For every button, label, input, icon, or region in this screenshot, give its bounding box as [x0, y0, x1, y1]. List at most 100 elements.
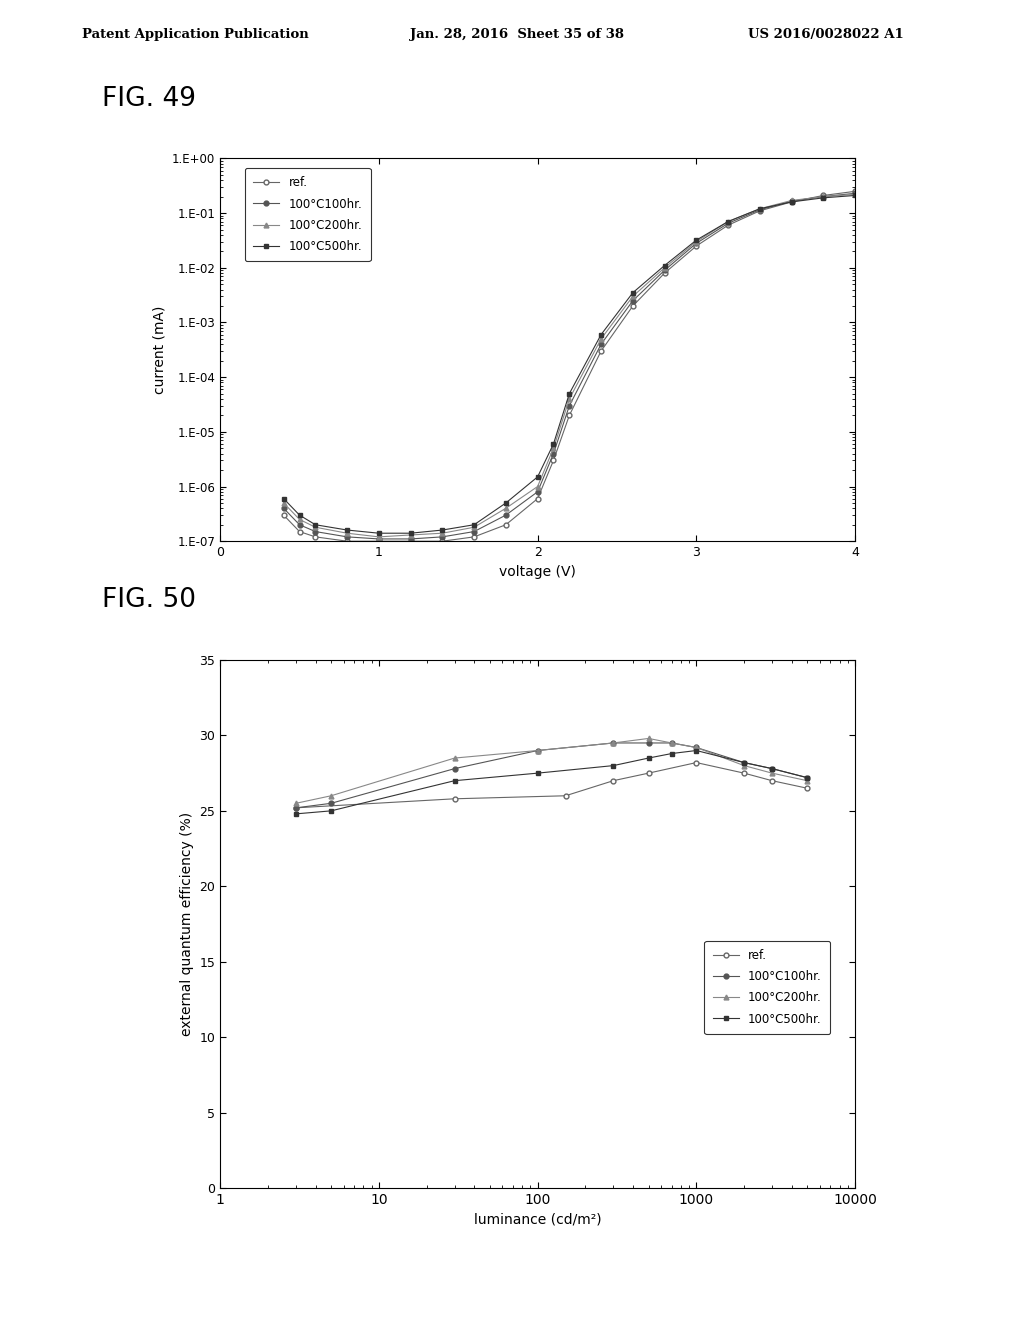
- Legend: ref., 100°C100hr., 100°C200hr., 100°C500hr.: ref., 100°C100hr., 100°C200hr., 100°C500…: [705, 941, 830, 1034]
- 100°C500hr.: [642, 750, 654, 766]
- ref.: [785, 194, 798, 210]
- 100°C500hr.: [785, 194, 798, 210]
- 100°C200hr.: [642, 730, 654, 746]
- 100°C100hr.: [404, 531, 417, 546]
- 100°C200hr.: [468, 519, 480, 535]
- 100°C100hr.: [325, 796, 337, 812]
- 100°C100hr.: [766, 760, 778, 776]
- ref.: [849, 183, 861, 199]
- 100°C200hr.: [690, 739, 702, 755]
- 100°C100hr.: [817, 189, 829, 205]
- 100°C200hr.: [738, 758, 751, 774]
- 100°C200hr.: [325, 788, 337, 804]
- 100°C200hr.: [666, 735, 678, 751]
- 100°C100hr.: [666, 735, 678, 751]
- 100°C500hr.: [754, 201, 766, 216]
- 100°C500hr.: [500, 495, 512, 511]
- 100°C100hr.: [801, 770, 813, 785]
- 100°C100hr.: [690, 235, 702, 251]
- Text: FIG. 49: FIG. 49: [102, 86, 197, 112]
- 100°C200hr.: [278, 495, 290, 511]
- 100°C100hr.: [627, 293, 639, 309]
- 100°C100hr.: [341, 529, 353, 545]
- X-axis label: voltage (V): voltage (V): [499, 565, 577, 578]
- 100°C200hr.: [436, 525, 449, 541]
- 100°C500hr.: [849, 187, 861, 203]
- 100°C200hr.: [849, 186, 861, 202]
- 100°C200hr.: [658, 260, 671, 276]
- 100°C500hr.: [690, 743, 702, 759]
- 100°C500hr.: [607, 758, 620, 774]
- X-axis label: luminance (cd/m²): luminance (cd/m²): [474, 1212, 601, 1226]
- ref.: [309, 529, 322, 545]
- Line: 100°C500hr.: 100°C500hr.: [294, 748, 810, 816]
- 100°C100hr.: [849, 185, 861, 201]
- 100°C500hr.: [404, 525, 417, 541]
- Line: 100°C200hr.: 100°C200hr.: [294, 737, 810, 805]
- 100°C500hr.: [595, 326, 607, 342]
- 100°C100hr.: [531, 484, 544, 500]
- 100°C200hr.: [531, 743, 544, 759]
- ref.: [449, 791, 461, 807]
- 100°C500hr.: [766, 760, 778, 776]
- 100°C500hr.: [309, 517, 322, 533]
- 100°C500hr.: [690, 232, 702, 248]
- Line: 100°C100hr.: 100°C100hr.: [282, 191, 857, 541]
- 100°C200hr.: [309, 519, 322, 535]
- 100°C100hr.: [690, 739, 702, 755]
- ref.: [627, 298, 639, 314]
- 100°C500hr.: [449, 772, 461, 788]
- 100°C200hr.: [373, 529, 385, 545]
- 100°C500hr.: [817, 190, 829, 206]
- 100°C500hr.: [738, 755, 751, 771]
- 100°C100hr.: [468, 524, 480, 540]
- 100°C100hr.: [722, 215, 734, 231]
- 100°C200hr.: [531, 479, 544, 495]
- 100°C500hr.: [666, 746, 678, 762]
- 100°C500hr.: [373, 525, 385, 541]
- ref.: [290, 800, 302, 816]
- Line: ref.: ref.: [282, 189, 857, 544]
- ref.: [738, 766, 751, 781]
- ref.: [293, 524, 305, 540]
- ref.: [531, 491, 544, 507]
- 100°C200hr.: [801, 772, 813, 788]
- 100°C500hr.: [627, 285, 639, 301]
- Line: 100°C100hr.: 100°C100hr.: [294, 741, 810, 810]
- 100°C200hr.: [404, 527, 417, 543]
- 100°C100hr.: [658, 263, 671, 279]
- Line: ref.: ref.: [294, 760, 810, 810]
- 100°C200hr.: [607, 735, 620, 751]
- ref.: [607, 772, 620, 788]
- 100°C100hr.: [278, 500, 290, 516]
- 100°C500hr.: [722, 214, 734, 230]
- 100°C200hr.: [722, 214, 734, 230]
- 100°C200hr.: [817, 189, 829, 205]
- 100°C500hr.: [531, 469, 544, 484]
- Line: 100°C200hr.: 100°C200hr.: [282, 191, 857, 540]
- 100°C100hr.: [785, 193, 798, 209]
- ref.: [468, 529, 480, 545]
- Legend: ref., 100°C100hr., 100°C200hr., 100°C500hr.: ref., 100°C100hr., 100°C200hr., 100°C500…: [245, 168, 371, 261]
- ref.: [547, 453, 559, 469]
- 100°C100hr.: [531, 743, 544, 759]
- 100°C200hr.: [293, 512, 305, 528]
- 100°C100hr.: [436, 529, 449, 545]
- 100°C100hr.: [309, 524, 322, 540]
- 100°C200hr.: [290, 796, 302, 812]
- 100°C500hr.: [531, 766, 544, 781]
- ref.: [559, 788, 571, 804]
- 100°C100hr.: [563, 397, 575, 413]
- 100°C200hr.: [766, 766, 778, 781]
- ref.: [722, 218, 734, 234]
- 100°C500hr.: [563, 385, 575, 401]
- ref.: [817, 187, 829, 203]
- 100°C200hr.: [449, 750, 461, 766]
- ref.: [658, 265, 671, 281]
- ref.: [563, 408, 575, 424]
- 100°C100hr.: [449, 760, 461, 776]
- 100°C500hr.: [278, 491, 290, 507]
- ref.: [754, 203, 766, 219]
- 100°C100hr.: [293, 517, 305, 533]
- 100°C500hr.: [290, 807, 302, 822]
